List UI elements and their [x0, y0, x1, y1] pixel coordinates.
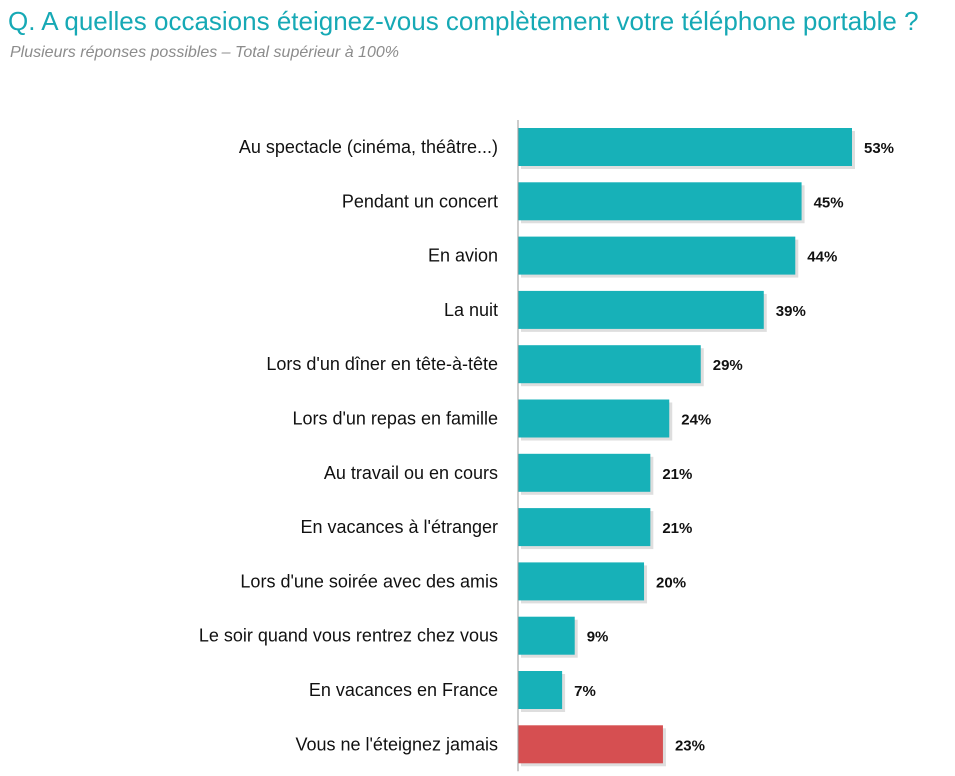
value-label: 45% — [814, 194, 844, 211]
bar — [518, 128, 852, 166]
value-label: 7% — [574, 683, 596, 700]
value-label: 39% — [776, 303, 806, 320]
category-label: Au spectacle (cinéma, théâtre...) — [239, 137, 498, 157]
bar — [518, 399, 670, 438]
value-label: 21% — [662, 520, 692, 537]
bar — [518, 508, 651, 547]
page-title: Q. A quelles occasions éteignez-vous com… — [8, 6, 919, 36]
category-label: La nuit — [444, 300, 498, 320]
value-label: 21% — [662, 466, 692, 483]
bar — [518, 182, 802, 221]
category-label: Lors d'un repas en famille — [292, 409, 498, 429]
bar — [518, 671, 563, 709]
bar — [518, 616, 575, 655]
bar — [518, 562, 645, 601]
category-label: En avion — [428, 246, 498, 266]
category-label: En vacances en France — [309, 680, 498, 700]
bar — [518, 725, 663, 764]
bar — [518, 290, 764, 329]
category-label: Vous ne l'éteignez jamais — [295, 734, 498, 754]
bar — [518, 345, 701, 384]
value-label: 24% — [681, 412, 711, 429]
category-label: Le soir quand vous rentrez chez vous — [199, 626, 498, 646]
value-label: 23% — [675, 737, 705, 754]
value-label: 9% — [587, 629, 609, 646]
category-label: Lors d'une soirée avec des amis — [240, 571, 498, 591]
value-label: 29% — [713, 357, 743, 374]
category-label: Lors d'un dîner en tête-à-tête — [266, 354, 498, 374]
page-subtitle: Plusieurs réponses possibles – Total sup… — [10, 44, 399, 61]
category-label: Au travail ou en cours — [324, 463, 498, 483]
value-label: 44% — [807, 249, 837, 266]
bar — [518, 236, 796, 275]
category-label: En vacances à l'étranger — [300, 517, 498, 537]
category-label: Pendant un concert — [342, 191, 498, 211]
value-label: 53% — [864, 140, 894, 157]
value-label: 20% — [656, 574, 686, 591]
bar — [518, 453, 651, 492]
